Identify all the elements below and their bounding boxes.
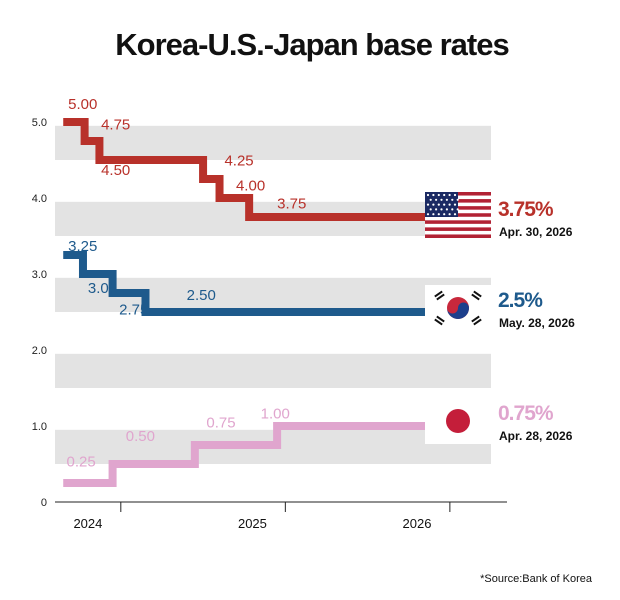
us-rate-label: 4.25 xyxy=(224,152,253,169)
usa-flag-star xyxy=(456,208,459,211)
japan-summary-rate: 0.75% xyxy=(498,402,554,425)
japan-rate-label: 0.75 xyxy=(206,415,235,432)
usa-flag-star xyxy=(443,213,446,216)
us-rate-label: 5.00 xyxy=(68,96,97,113)
grid-band xyxy=(55,353,491,388)
usa-flag-star xyxy=(432,203,435,206)
y-tick-label: 2.0 xyxy=(32,345,47,357)
korea-flag-taegeuk-blue xyxy=(447,302,469,319)
usa-flag-star xyxy=(453,203,457,206)
japan-rate-label: 0.25 xyxy=(67,453,96,470)
y-tick-label: 1.0 xyxy=(32,421,47,433)
usa-flag-star xyxy=(426,193,430,197)
usa-flag-star xyxy=(429,198,432,201)
us-rate-line xyxy=(63,118,475,221)
japan-rate-line xyxy=(63,422,475,487)
usa-flag-star xyxy=(445,198,448,201)
x-tick-label: 2026 xyxy=(403,516,432,531)
korea-summary-date: May. 28, 2026 xyxy=(499,316,575,330)
source-note: *Source:Bank of Korea xyxy=(480,573,593,585)
japan-flag xyxy=(425,398,491,444)
us-rate-label: 4.50 xyxy=(101,162,130,179)
y-tick-label: 4.0 xyxy=(32,193,47,205)
japan-rate-label: 1.00 xyxy=(261,405,290,422)
korea-rate-label: 2.75 xyxy=(119,301,148,318)
usa-flag-canton xyxy=(425,192,458,217)
y-tick-label: 0 xyxy=(41,497,47,509)
usa-flag-star xyxy=(437,203,440,206)
y-tick-label: 3.0 xyxy=(32,269,47,281)
us-summary-rate: 3.75% xyxy=(498,198,554,221)
usa-flag-star xyxy=(432,213,435,216)
usa-flag-star xyxy=(445,208,448,211)
us-rate-label: 3.75 xyxy=(277,196,306,213)
usa-flag-star xyxy=(453,193,457,197)
series-lines xyxy=(63,118,475,487)
usa-flag-stars xyxy=(426,193,459,216)
usa-flag-star xyxy=(448,213,451,216)
korea-rate-label: 3.25 xyxy=(68,238,97,255)
x-tick-label: 2025 xyxy=(238,516,267,531)
usa-flag xyxy=(425,192,491,238)
usa-flag-star xyxy=(443,193,446,197)
grid-band xyxy=(55,125,491,160)
usa-flag-star xyxy=(451,198,454,201)
korea-flag xyxy=(425,285,491,331)
korea-rate-line xyxy=(63,251,475,316)
usa-flag-star xyxy=(435,198,438,201)
us-rate-label: 4.00 xyxy=(236,177,265,194)
usa-flag-star xyxy=(456,198,459,201)
usa-flag-star xyxy=(437,193,440,197)
korea-rate-label: 3.00 xyxy=(88,280,117,297)
usa-flag-star xyxy=(440,208,443,211)
usa-flag-star xyxy=(451,208,454,211)
us-rate-label: 4.75 xyxy=(101,117,130,134)
usa-flag-star xyxy=(429,208,432,211)
japan-flag-sun xyxy=(446,409,470,433)
us-summary-date: Apr. 30, 2026 xyxy=(499,225,573,239)
usa-flag-star xyxy=(426,203,430,206)
usa-flag-stripe xyxy=(425,220,491,224)
y-tick-label: 5.0 xyxy=(32,117,47,129)
usa-flag-star xyxy=(437,213,440,216)
x-tick-label: 2024 xyxy=(73,516,102,531)
usa-flag-star xyxy=(443,203,446,206)
korea-rate-label: 2.50 xyxy=(187,287,216,304)
axes: 0 1.0 2.0 3.0 4.0 5.0 2024 2025 2026 xyxy=(32,117,507,531)
usa-flag-stripe xyxy=(425,234,491,238)
usa-flag-star xyxy=(453,213,457,216)
grid-bands xyxy=(55,125,491,464)
japan-summary-date: Apr. 28, 2026 xyxy=(499,429,573,443)
usa-flag-stripe xyxy=(425,227,491,231)
usa-flag-star xyxy=(426,213,430,216)
usa-flag-star xyxy=(448,193,451,197)
chart-title: Korea-U.S.-Japan base rates xyxy=(115,27,508,62)
usa-flag-star xyxy=(440,198,443,201)
usa-flag-star xyxy=(432,193,435,197)
korea-summary-rate: 2.5% xyxy=(498,289,543,312)
korea-flag-trigrams xyxy=(434,290,482,326)
japan-rate-label: 0.50 xyxy=(126,428,155,445)
rate-labels: 5.004.75 4.50 4.25 4.00 3.75 3.25 3.002.75 2.50… xyxy=(67,96,307,470)
usa-flag-star xyxy=(448,203,451,206)
usa-flag-star xyxy=(435,208,438,211)
